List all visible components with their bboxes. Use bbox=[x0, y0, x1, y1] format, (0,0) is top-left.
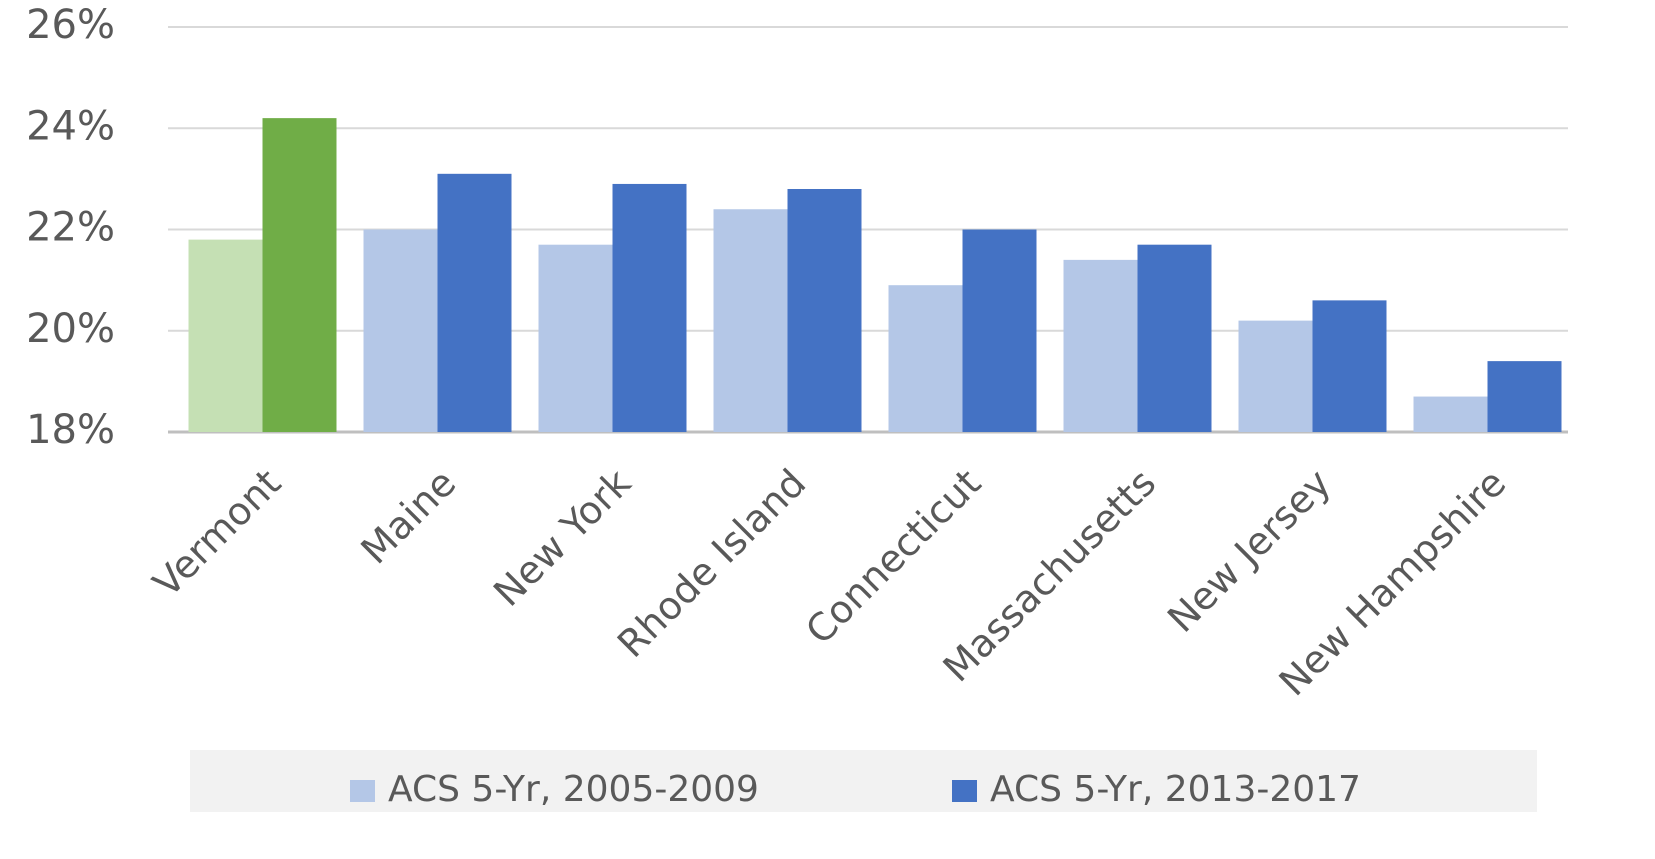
bar bbox=[612, 183, 687, 432]
y-tick-label: 20% bbox=[26, 306, 115, 352]
y-tick-label: 22% bbox=[26, 205, 115, 251]
bar bbox=[1312, 300, 1387, 432]
y-tick-label: 24% bbox=[26, 103, 115, 149]
bar bbox=[538, 244, 613, 432]
x-tick-label: Maine bbox=[352, 461, 464, 573]
x-tick-label: Vermont bbox=[145, 461, 290, 606]
bar bbox=[888, 285, 963, 432]
bar bbox=[1063, 259, 1138, 432]
bar bbox=[188, 239, 263, 432]
legend-label: ACS 5-Yr, 2013-2017 bbox=[990, 769, 1361, 810]
y-tick-label: 18% bbox=[26, 407, 115, 453]
bar bbox=[1487, 361, 1562, 432]
bar bbox=[437, 173, 512, 432]
legend-box bbox=[190, 750, 1537, 812]
bar bbox=[713, 209, 788, 432]
bar bbox=[1238, 320, 1313, 432]
bar bbox=[1413, 396, 1488, 432]
bar bbox=[962, 229, 1037, 432]
legend-swatch bbox=[952, 780, 977, 802]
bar bbox=[363, 229, 438, 432]
bar bbox=[1137, 244, 1212, 432]
bar bbox=[787, 189, 862, 432]
legend-label: ACS 5-Yr, 2005-2009 bbox=[388, 769, 759, 810]
x-tick-label: Connecticut bbox=[797, 461, 989, 653]
y-tick-label: 26% bbox=[26, 2, 115, 48]
legend-swatch bbox=[350, 780, 375, 802]
x-tick-label: New York bbox=[485, 461, 639, 615]
bar bbox=[262, 118, 337, 432]
x-tick-label: New Jersey bbox=[1159, 461, 1339, 641]
x-tick-label: Rhode Island bbox=[609, 461, 814, 666]
